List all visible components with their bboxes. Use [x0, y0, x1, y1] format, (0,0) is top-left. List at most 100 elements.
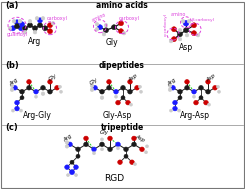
Circle shape — [37, 18, 42, 23]
Text: Arg: Arg — [28, 37, 42, 46]
Circle shape — [23, 30, 27, 34]
Circle shape — [138, 85, 142, 88]
Circle shape — [124, 147, 128, 152]
Circle shape — [98, 25, 102, 30]
Circle shape — [218, 90, 220, 93]
Text: α-carboxyl: α-carboxyl — [164, 13, 168, 36]
Text: Asp: Asp — [127, 73, 139, 83]
Circle shape — [15, 100, 19, 105]
Circle shape — [178, 96, 182, 100]
Circle shape — [100, 148, 103, 151]
Circle shape — [107, 85, 111, 90]
Text: Gly: Gly — [48, 73, 58, 82]
Circle shape — [135, 85, 139, 90]
Circle shape — [178, 28, 182, 32]
Circle shape — [15, 106, 19, 111]
Circle shape — [118, 160, 122, 164]
Circle shape — [65, 165, 69, 170]
Circle shape — [173, 100, 177, 105]
Circle shape — [104, 23, 108, 27]
Circle shape — [199, 96, 203, 100]
Text: Arg-Asp: Arg-Asp — [180, 111, 210, 120]
Circle shape — [140, 147, 144, 152]
Circle shape — [108, 136, 112, 141]
Circle shape — [74, 174, 77, 177]
Circle shape — [95, 27, 99, 31]
Text: Asp: Asp — [179, 43, 193, 52]
Text: tripeptide: tripeptide — [100, 123, 144, 132]
Circle shape — [124, 154, 128, 158]
Circle shape — [65, 141, 69, 144]
Text: Arg: Arg — [9, 77, 19, 87]
Circle shape — [12, 109, 14, 112]
Text: carboxyl: carboxyl — [47, 16, 67, 21]
Circle shape — [90, 88, 94, 91]
Text: β-carboxyl: β-carboxyl — [192, 18, 214, 22]
Circle shape — [192, 23, 196, 28]
Circle shape — [70, 160, 74, 164]
Circle shape — [14, 20, 20, 25]
Circle shape — [74, 165, 78, 170]
Circle shape — [8, 26, 12, 30]
Circle shape — [76, 147, 80, 152]
Text: dipeptides: dipeptides — [99, 61, 145, 70]
Circle shape — [102, 32, 106, 36]
Circle shape — [95, 22, 99, 26]
Circle shape — [107, 80, 111, 84]
Text: Asp: Asp — [134, 134, 146, 143]
Circle shape — [33, 30, 37, 34]
Circle shape — [48, 23, 52, 28]
Circle shape — [18, 19, 22, 23]
Circle shape — [33, 26, 37, 31]
Circle shape — [55, 85, 59, 90]
Text: amino: amino — [170, 12, 186, 17]
Circle shape — [20, 109, 23, 112]
Circle shape — [217, 85, 220, 88]
Text: amino acids: amino acids — [96, 1, 148, 10]
Circle shape — [116, 142, 120, 147]
Circle shape — [37, 23, 42, 28]
Circle shape — [18, 19, 22, 23]
Circle shape — [122, 31, 126, 35]
Circle shape — [93, 152, 96, 155]
Circle shape — [65, 145, 69, 148]
Circle shape — [93, 85, 97, 90]
Text: Arg: Arg — [167, 77, 177, 87]
Circle shape — [114, 89, 118, 94]
Circle shape — [23, 26, 27, 31]
Circle shape — [27, 80, 31, 84]
Circle shape — [35, 16, 39, 20]
Circle shape — [60, 90, 62, 93]
Text: Asp: Asp — [205, 73, 217, 83]
Circle shape — [206, 80, 210, 84]
Circle shape — [114, 95, 118, 98]
Text: (a): (a) — [5, 1, 18, 10]
Circle shape — [168, 84, 172, 88]
Circle shape — [111, 25, 117, 30]
Circle shape — [51, 22, 55, 25]
Circle shape — [117, 147, 120, 150]
Circle shape — [132, 136, 136, 141]
Circle shape — [199, 85, 203, 90]
Circle shape — [177, 32, 183, 37]
Text: Arg: Arg — [63, 134, 73, 143]
Circle shape — [20, 89, 24, 94]
Circle shape — [168, 88, 172, 91]
Circle shape — [84, 136, 88, 141]
Circle shape — [48, 29, 52, 34]
Text: Gly-Asp: Gly-Asp — [102, 111, 132, 120]
Circle shape — [35, 95, 37, 98]
Circle shape — [48, 89, 52, 94]
Circle shape — [100, 142, 104, 147]
Circle shape — [192, 31, 196, 36]
Circle shape — [208, 103, 210, 106]
Circle shape — [178, 37, 182, 41]
Circle shape — [183, 20, 189, 26]
Circle shape — [68, 142, 72, 147]
Circle shape — [139, 90, 143, 93]
Circle shape — [185, 33, 189, 37]
Text: Arg-Gly: Arg-Gly — [23, 111, 51, 120]
Circle shape — [185, 85, 189, 90]
Text: (b): (b) — [5, 61, 19, 70]
Circle shape — [11, 26, 15, 31]
